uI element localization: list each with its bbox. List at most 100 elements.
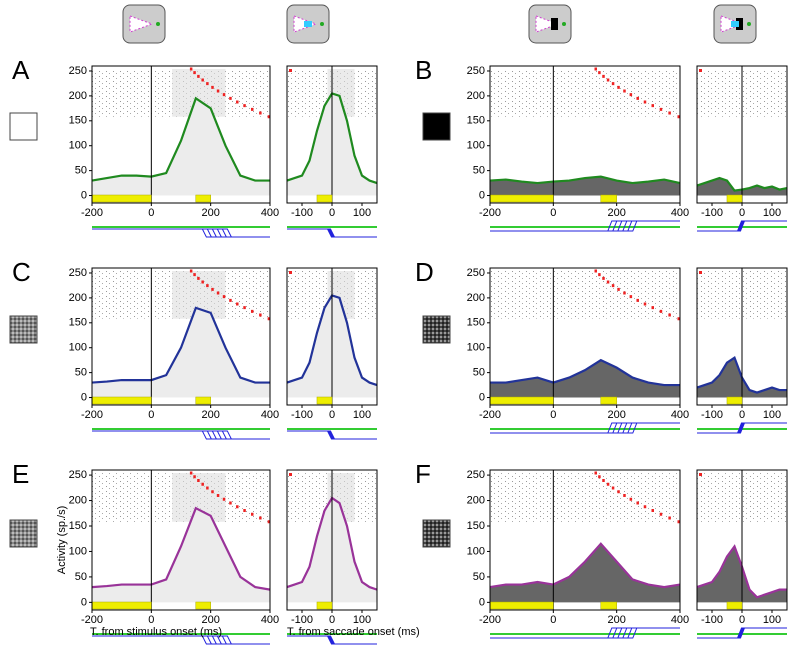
x-tick-label: 0 — [148, 207, 154, 219]
x-tick-label: 100 — [763, 614, 781, 626]
saccade-marks — [699, 271, 702, 274]
x-tick-label: -100 — [701, 207, 723, 219]
eye-trace — [92, 430, 270, 440]
event-bar — [600, 601, 617, 610]
eye-trace — [287, 430, 377, 440]
x-tick-label: 100 — [763, 207, 781, 219]
x-tick-label: -100 — [291, 614, 313, 626]
subplot: 0 50 100 150 200 250 -200 0 200 400 A — [12, 55, 279, 238]
saccade-marks — [289, 473, 292, 476]
plot-frame — [489, 267, 681, 406]
plot-frame — [489, 65, 681, 204]
y-tick-label: 50 — [75, 367, 87, 379]
y-tick-label: 250 — [467, 267, 485, 279]
x-tick-label: 400 — [671, 409, 689, 421]
subplot: 0 50 100 150 200 250 -200 0 200 400 E Activity (sp.… — [12, 459, 279, 645]
y-axis-label: Activity (sp./s) — [56, 506, 68, 574]
x-tick-label: -200 — [479, 207, 501, 219]
activity-line — [490, 358, 680, 387]
subplot: -100 0 100 — [286, 65, 378, 238]
y-tick-label: 100 — [467, 545, 485, 557]
y-tick-label: 0 — [81, 391, 87, 403]
x-tick-label: 400 — [261, 409, 279, 421]
y-tick-label: 200 — [69, 494, 87, 506]
x-tick-label: 0 — [148, 614, 154, 626]
activity-area — [92, 508, 270, 603]
eye-trace — [697, 627, 787, 639]
y-tick-label: 150 — [69, 317, 87, 329]
activity-line — [91, 306, 270, 384]
eye-trace — [697, 220, 787, 232]
x-tick-label: 0 — [739, 614, 745, 626]
task-icons — [122, 4, 757, 44]
event-bar — [91, 194, 152, 203]
y-tick-label: 150 — [467, 520, 485, 532]
y-tick-label: 250 — [467, 469, 485, 481]
subplot: -100 0 100 — [696, 65, 788, 232]
y-tick-label: 0 — [479, 596, 485, 608]
saccade-marks — [699, 473, 702, 476]
eye-trace — [490, 220, 680, 232]
activity-area — [490, 360, 680, 398]
event-bar — [600, 194, 617, 203]
panel-letter: D — [415, 257, 434, 287]
eye-trace — [287, 228, 377, 238]
y-tick-label: 50 — [473, 571, 485, 583]
saccade-marks — [594, 67, 680, 119]
eye-trace — [287, 635, 377, 645]
y-tick-label: 0 — [81, 189, 87, 201]
event-bar — [316, 194, 333, 203]
x-tick-label: 400 — [671, 207, 689, 219]
event-bar — [726, 194, 743, 203]
subplot: 0 50 100 150 200 250 -200 0 200 400 B — [415, 55, 689, 232]
subplot: 0 50 100 150 200 250 -200 0 200 400 D — [415, 257, 689, 434]
activity-area — [92, 307, 270, 398]
x-tick-label: 100 — [353, 614, 371, 626]
saccade-marks — [594, 471, 680, 524]
stimulus-swatches — [9, 112, 451, 548]
activity-area — [490, 176, 680, 196]
subplot: -100 0 100 — [696, 267, 788, 434]
y-tick-label: 100 — [467, 342, 485, 354]
x-tick-label: 0 — [550, 409, 556, 421]
x-tick-label: 400 — [671, 614, 689, 626]
eye-trace — [490, 422, 680, 434]
y-tick-label: 200 — [69, 292, 87, 304]
eye-trace — [92, 430, 270, 440]
x-tick-label: 100 — [353, 409, 371, 421]
activity-line — [91, 506, 271, 591]
raster — [490, 473, 680, 522]
saccade-marks — [289, 271, 292, 274]
x-tick-label: 200 — [607, 614, 625, 626]
y-tick-label: 0 — [81, 596, 87, 608]
eye-trace — [697, 422, 787, 434]
eye-trace — [92, 430, 270, 440]
y-tick-label: 100 — [69, 140, 87, 152]
plot-frame — [489, 469, 681, 611]
panel-letter: A — [12, 55, 30, 85]
x-tick-label: 100 — [763, 409, 781, 421]
raster — [490, 69, 680, 117]
panel-letter: B — [415, 55, 432, 85]
x-tick-label: 200 — [607, 207, 625, 219]
event-bar — [195, 601, 211, 610]
x-tick-label: 0 — [739, 409, 745, 421]
event-bar — [316, 601, 333, 610]
x-tick-label: 0 — [550, 207, 556, 219]
x-tick-label: 400 — [261, 614, 279, 626]
activity-line — [91, 96, 270, 182]
y-tick-label: 250 — [467, 65, 485, 77]
subplot: -100 0 100 — [286, 267, 378, 440]
x-tick-label: 200 — [201, 409, 219, 421]
x-tick-label: 0 — [739, 207, 745, 219]
x-tick-label: -200 — [81, 409, 103, 421]
subplot: -100 0 100 — [696, 469, 788, 639]
x-tick-label: -200 — [81, 207, 103, 219]
activity-area — [697, 178, 787, 196]
event-bar — [489, 396, 554, 405]
x-tick-label: 200 — [201, 614, 219, 626]
panel-letter: E — [12, 459, 29, 489]
y-tick-label: 200 — [467, 90, 485, 102]
x-axis-label: T. from saccade onset (ms) — [287, 626, 420, 638]
